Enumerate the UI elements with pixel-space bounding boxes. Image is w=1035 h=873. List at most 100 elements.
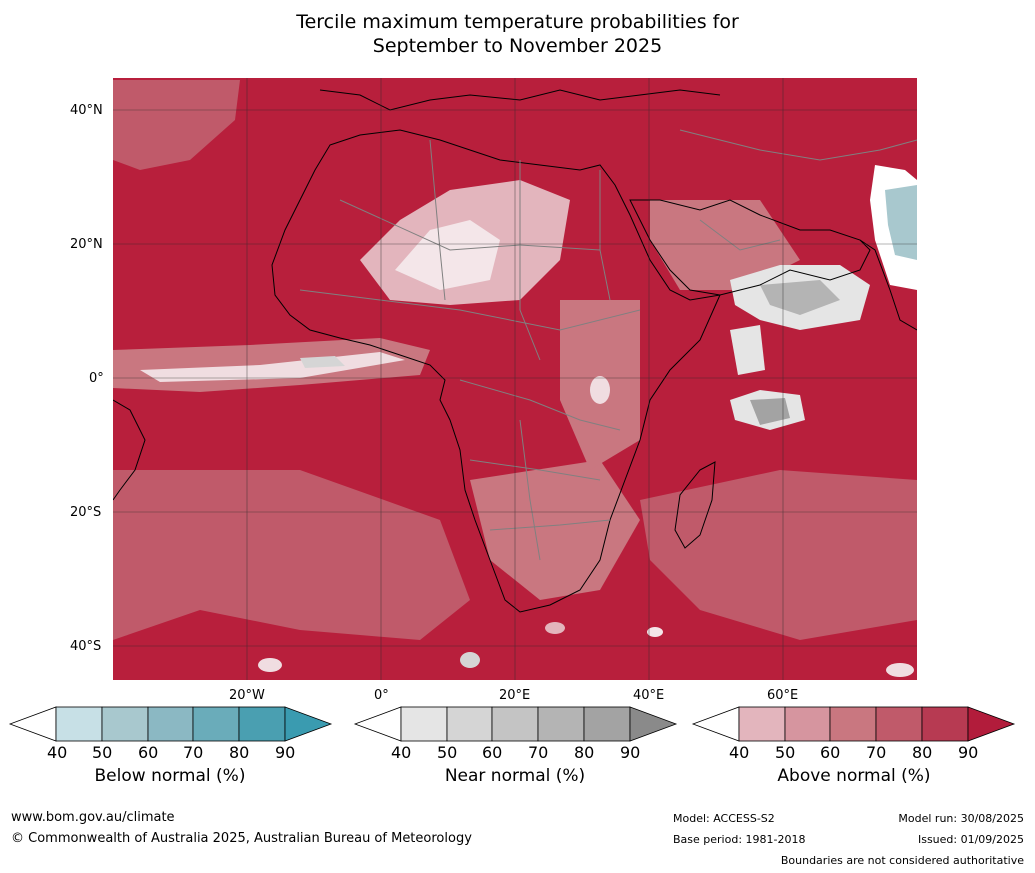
title-line-1: Tercile maximum temperature probabilitie… — [296, 11, 739, 33]
border-10 — [679, 129, 917, 161]
border-5 — [299, 289, 641, 331]
spot-5 — [545, 622, 565, 634]
title-line-2: September to November 2025 — [372, 35, 663, 57]
spot-3 — [647, 627, 663, 637]
colorbar-near-bin-2 — [446, 706, 493, 742]
equatorial-grey — [300, 356, 345, 368]
map-field — [113, 78, 917, 680]
arabia-coastline — [629, 199, 871, 296]
colorbar-above — [691, 706, 1016, 742]
lon-label-20e: 20°E — [499, 688, 531, 703]
lat-label-40n: 40°N — [70, 103, 103, 118]
colorbar-near-bin-4 — [537, 706, 585, 742]
border-11 — [699, 219, 781, 251]
colorbar-above-min-triangle — [691, 706, 740, 742]
below-tick-50: 50 — [92, 743, 113, 762]
near-normal-label: Near normal (%) — [444, 766, 586, 786]
colorbar-below — [8, 706, 333, 742]
lat-label-40s: 40°S — [70, 639, 102, 654]
colorbar-near-bin-1 — [400, 706, 448, 742]
above-normal-label: Above normal (%) — [777, 766, 931, 786]
colorbar-near-max-triangle — [629, 706, 678, 742]
colorbar-above-bin-3 — [829, 706, 877, 742]
band-north-atlantic — [113, 80, 240, 170]
lat-label-20s: 20°S — [70, 505, 102, 520]
colorbar-above-max-triangle — [967, 706, 1016, 742]
above-tick-40: 40 — [729, 743, 750, 762]
spot-2 — [460, 652, 480, 668]
copyright-text: © Commonwealth of Australia 2025, Austra… — [11, 831, 472, 846]
colorbar-above-bin-4 — [875, 706, 923, 742]
above-tick-50: 50 — [775, 743, 796, 762]
near-tick-90: 90 — [620, 743, 641, 762]
madagascar-coastline — [674, 461, 716, 549]
colorbar-near-bin-3 — [491, 706, 539, 742]
colorbar-below-bin-4 — [192, 706, 240, 742]
colorbar-above-bin-5 — [921, 706, 969, 742]
colorbar-below-bin-2 — [101, 706, 149, 742]
near-tick-80: 80 — [574, 743, 595, 762]
spot-4 — [886, 663, 914, 677]
lon-label-60e: 60°E — [767, 688, 799, 703]
band-indian-ocean — [640, 470, 917, 640]
border-1 — [339, 199, 601, 251]
spot-1 — [258, 658, 282, 672]
graticule — [113, 78, 917, 680]
equatorial-white — [140, 352, 405, 382]
above-tick-60: 60 — [820, 743, 841, 762]
europe-coastline — [319, 89, 721, 111]
below-normal-label: Below normal (%) — [94, 766, 246, 786]
near-tick-50: 50 — [437, 743, 458, 762]
colorbar-below-min-triangle — [8, 706, 57, 742]
south-america-coastline — [113, 399, 146, 501]
arabian-sea-near-normal-dark — [760, 280, 840, 315]
below-tick-60: 60 — [138, 743, 159, 762]
africa-coastline — [271, 129, 721, 613]
band-southern-africa — [470, 460, 640, 600]
west-indian-ocean-near-normal — [730, 325, 765, 375]
near-tick-60: 60 — [482, 743, 503, 762]
lon-label-40e: 40°E — [633, 688, 665, 703]
issued-text: Issued: 01/09/2025 — [917, 833, 1024, 846]
disclaimer-text: Boundaries are not considered authoritat… — [780, 854, 1024, 867]
colorbar-near — [353, 706, 678, 742]
above-tick-80: 80 — [912, 743, 933, 762]
india-below-normal-blue — [885, 185, 917, 260]
below-tick-40: 40 — [47, 743, 68, 762]
lat-label-0: 0° — [89, 371, 104, 386]
colorbar-above-bin-2 — [784, 706, 831, 742]
border-7 — [469, 459, 601, 481]
colorbar-near-bin-5 — [583, 706, 631, 742]
band-arabia — [650, 200, 800, 290]
model-text: Model: ACCESS-S2 — [673, 812, 775, 825]
colorbar-below-bin-3 — [147, 706, 194, 742]
border-6 — [459, 379, 621, 431]
border-3 — [519, 160, 541, 361]
colorbar-below-bin-5 — [238, 706, 286, 742]
base-period-text: Base period: 1981-2018 — [673, 833, 806, 846]
above-tick-90: 90 — [958, 743, 979, 762]
spot-6 — [590, 376, 610, 404]
below-tick-80: 80 — [229, 743, 250, 762]
colorbar-below-bin-1 — [55, 706, 103, 742]
country-borders — [299, 129, 917, 561]
above-tick-70: 70 — [866, 743, 887, 762]
colorbar-above-bin-1 — [738, 706, 786, 742]
below-tick-70: 70 — [183, 743, 204, 762]
website-link[interactable]: www.bom.gov.au/climate — [11, 810, 175, 825]
near-tick-40: 40 — [391, 743, 412, 762]
lon-label-0: 0° — [374, 688, 389, 703]
border-9 — [519, 419, 541, 561]
border-8 — [489, 519, 611, 531]
lon-label-20w: 20°W — [229, 688, 265, 703]
border-2 — [429, 139, 446, 301]
near-tick-70: 70 — [528, 743, 549, 762]
india-coastline — [859, 239, 917, 331]
below-tick-90: 90 — [275, 743, 296, 762]
border-4 — [599, 170, 611, 301]
colorbar-near-min-triangle — [353, 706, 402, 742]
chart-title: Tercile maximum temperature probabilitie… — [0, 10, 1035, 58]
indian-ocean-near-normal-dark — [750, 398, 790, 425]
lat-label-20n: 20°N — [70, 237, 103, 252]
